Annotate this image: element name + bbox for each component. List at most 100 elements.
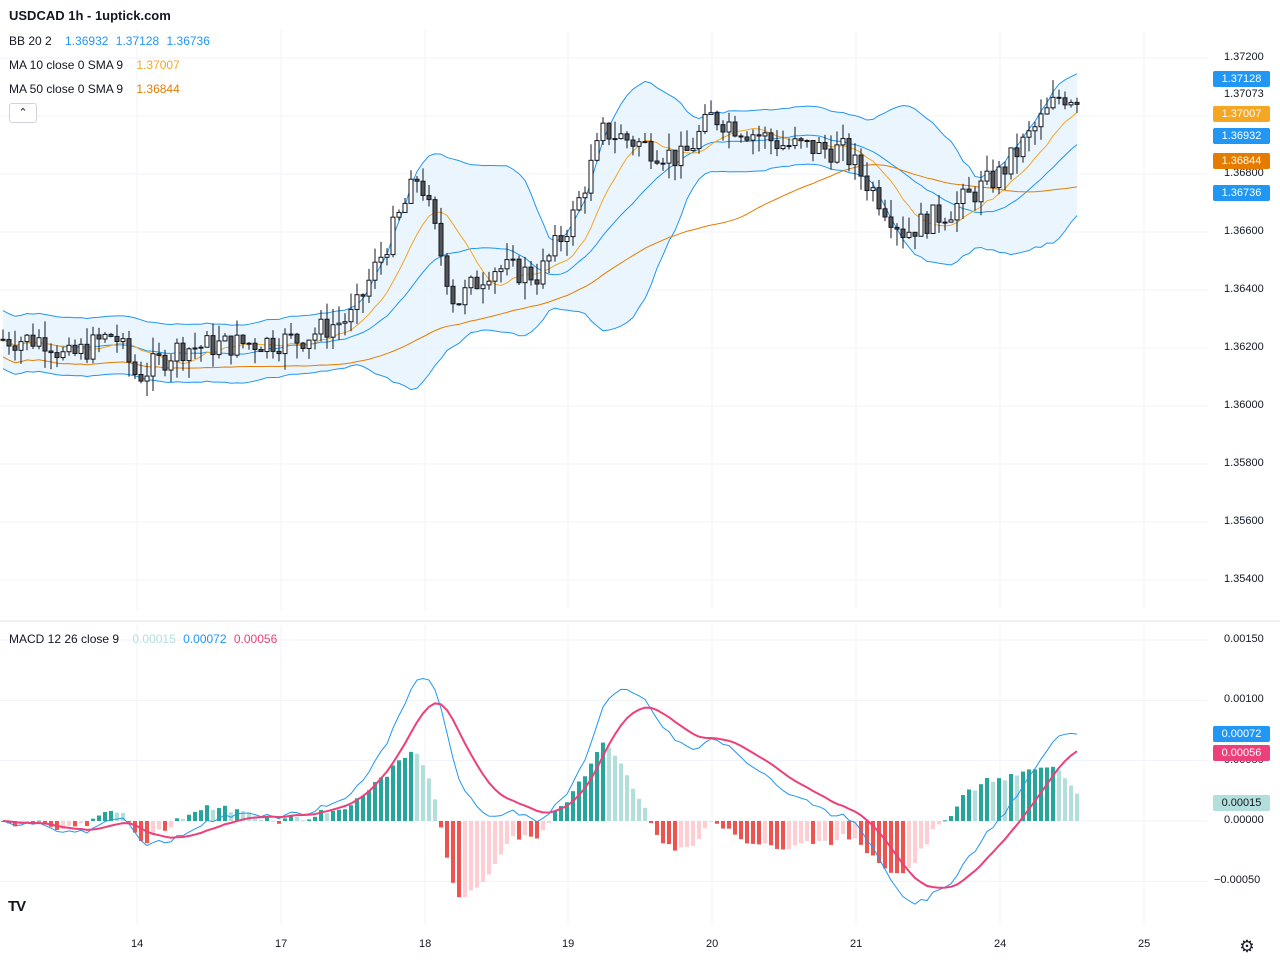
macd-histogram-bar bbox=[1075, 793, 1079, 821]
macd-histogram-bar bbox=[415, 753, 419, 821]
macd-histogram-bar bbox=[967, 789, 971, 821]
price-axis-tag: 1.36932 bbox=[1213, 127, 1270, 144]
candle-body bbox=[66, 344, 72, 353]
macd-histogram-bar bbox=[1021, 771, 1025, 821]
macd-histogram-bar bbox=[517, 821, 521, 840]
candle-body bbox=[42, 337, 48, 352]
macd-axis-tag: 0.00056 bbox=[1213, 745, 1270, 762]
last-price-label: 1.37073 bbox=[1224, 87, 1264, 100]
candle-body bbox=[1020, 136, 1026, 158]
macd-histogram-bar bbox=[103, 812, 107, 821]
candle-body bbox=[348, 308, 354, 323]
candle-body bbox=[444, 255, 450, 287]
macd-histogram-bar bbox=[187, 814, 191, 821]
ma10-legend-label: MA 10 close 0 SMA 9 bbox=[9, 58, 124, 72]
candle-body bbox=[300, 342, 306, 349]
candle-body bbox=[582, 192, 588, 199]
macd-histogram-bar bbox=[319, 809, 323, 821]
macd-histogram-bar bbox=[1015, 775, 1019, 821]
macd-histogram-bar bbox=[1063, 778, 1067, 821]
macd-histogram-bar bbox=[211, 809, 215, 821]
macd-histogram-bar bbox=[439, 821, 443, 828]
macd-histogram-bar bbox=[541, 821, 545, 831]
macd-histogram-bar bbox=[409, 751, 413, 821]
macd-histogram-bar bbox=[97, 815, 101, 821]
macd-histogram-bar bbox=[499, 821, 503, 855]
candle-body bbox=[438, 222, 444, 257]
macd-histogram-bar bbox=[745, 821, 749, 844]
macd-histogram-bar bbox=[337, 809, 341, 821]
gear-icon[interactable]: ⚙ bbox=[1239, 937, 1255, 956]
candle-body bbox=[492, 271, 498, 282]
macd-histogram-bar bbox=[817, 821, 821, 841]
candle-body bbox=[960, 188, 966, 205]
candle-body bbox=[840, 138, 846, 146]
candle-body bbox=[828, 148, 834, 163]
candle-body bbox=[594, 140, 600, 161]
macd-histogram-bar bbox=[901, 821, 905, 874]
candle-body bbox=[684, 145, 690, 151]
candle-body bbox=[264, 337, 270, 353]
macd-histogram-bar bbox=[547, 821, 551, 823]
macd-histogram-bar bbox=[991, 781, 995, 821]
candle-body bbox=[78, 343, 84, 354]
macd-legend-label: MACD 12 26 close 9 bbox=[9, 632, 120, 646]
macd-histogram-bar bbox=[277, 821, 281, 824]
bb-basis-value: 1.36932 bbox=[65, 34, 109, 48]
candle-body bbox=[588, 159, 594, 194]
collapse-legend-button[interactable]: ⌃ bbox=[9, 103, 37, 123]
tradingview-logo[interactable]: TV bbox=[8, 898, 26, 915]
macd-histogram-bar bbox=[859, 821, 863, 845]
ma50-legend: MA 50 close 0 SMA 9 1.36844 bbox=[9, 82, 184, 96]
candle-body bbox=[546, 255, 552, 262]
macd-histogram-bar bbox=[451, 821, 455, 883]
macd-histogram-bar bbox=[943, 820, 947, 822]
candle-body bbox=[516, 258, 522, 284]
price-axis-tick: 1.37200 bbox=[1224, 51, 1264, 63]
candle-body bbox=[624, 133, 630, 141]
macd-histogram-bar bbox=[775, 821, 779, 849]
candle-body bbox=[1068, 101, 1074, 106]
candle-body bbox=[702, 113, 708, 132]
macd-axis-tag: 0.00015 bbox=[1213, 794, 1270, 811]
candle-body bbox=[312, 333, 318, 341]
candle-body bbox=[252, 342, 258, 351]
macd-histogram-bar bbox=[805, 821, 809, 841]
macd-histogram-bar bbox=[325, 813, 329, 821]
candle-body bbox=[834, 144, 840, 163]
ma50-value: 1.36844 bbox=[136, 82, 180, 96]
macd-histogram-bar bbox=[373, 782, 377, 821]
candle-body bbox=[168, 360, 174, 371]
candle-body bbox=[798, 138, 804, 142]
candle-body bbox=[1044, 107, 1050, 115]
macd-histogram-bar bbox=[643, 807, 647, 821]
macd-histogram-bar bbox=[877, 821, 881, 863]
candle-body bbox=[1038, 113, 1044, 128]
time-axis-tick: 25 bbox=[1138, 938, 1151, 950]
candle-body bbox=[90, 334, 96, 360]
macd-histogram-bar bbox=[625, 775, 629, 821]
candle-body bbox=[408, 178, 414, 204]
candle-body bbox=[336, 322, 342, 326]
candle-body bbox=[198, 346, 204, 349]
candle-body bbox=[294, 333, 300, 344]
candle-body bbox=[30, 334, 36, 347]
candle-body bbox=[984, 170, 990, 182]
macd-histogram-bar bbox=[163, 821, 167, 831]
ma10-line bbox=[2, 111, 1078, 365]
price-axis-tag: 1.36736 bbox=[1213, 184, 1270, 201]
macd-axis-tick: 0.00100 bbox=[1224, 693, 1264, 706]
candle-body bbox=[786, 145, 792, 148]
candle-body bbox=[258, 349, 264, 353]
macd-histogram-bar bbox=[265, 817, 269, 821]
macd-histogram-bar bbox=[493, 821, 497, 864]
macd-histogram-bar bbox=[463, 821, 467, 898]
candle-body bbox=[210, 335, 216, 356]
macd-histogram-bar bbox=[289, 815, 293, 821]
macd-histogram-bar bbox=[157, 821, 161, 830]
time-axis-tick: 20 bbox=[706, 938, 719, 950]
macd-histogram-bar bbox=[1009, 773, 1013, 821]
candle-body bbox=[132, 361, 138, 376]
candle-body bbox=[528, 266, 534, 281]
